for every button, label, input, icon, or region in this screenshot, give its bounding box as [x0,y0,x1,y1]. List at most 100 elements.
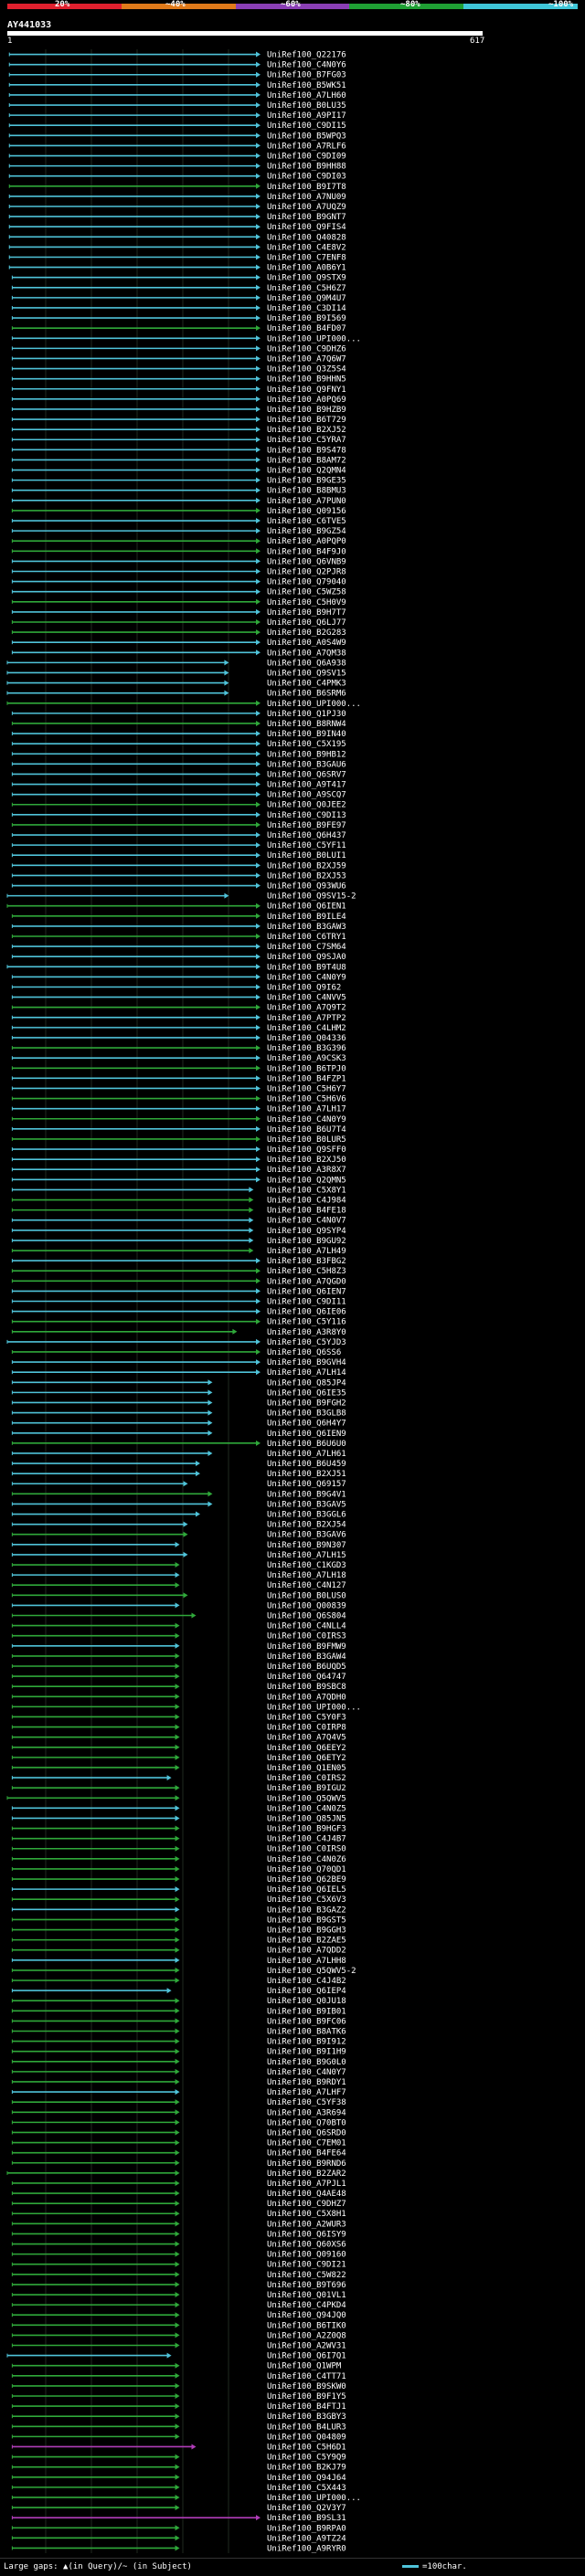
hit-label[interactable]: UniRef100_A9SCQ7 [267,791,346,800]
hit-label[interactable]: UniRef100_A0B6Y1 [267,264,346,273]
hit-label[interactable]: UniRef100_B2ZAR2 [267,2170,346,2179]
hit-label[interactable]: UniRef100_C4LHM2 [267,1024,346,1033]
hit-label[interactable]: UniRef100_B9GE35 [267,477,346,486]
hit-label[interactable]: UniRef100_Q6IEN9 [267,1430,346,1439]
hit-label[interactable]: UniRef100_B9SKW0 [267,2382,346,2391]
hit-label[interactable]: UniRef100_B2ZAE5 [267,1937,346,1946]
hit-label[interactable]: UniRef100_B9GVH4 [267,1358,346,1367]
hit-label[interactable]: UniRef100_Q04336 [267,1034,346,1043]
hit-label[interactable]: UniRef100_B0LUI1 [267,851,346,860]
hit-label[interactable]: UniRef100_C4N0V7 [267,1217,346,1226]
hit-label[interactable]: UniRef100_Q6SRD0 [267,2128,346,2138]
hit-label[interactable]: UniRef100_Q62BE9 [267,1875,346,1884]
hit-label[interactable]: UniRef100_B0LUR5 [267,1135,346,1145]
hit-label[interactable]: UniRef100_A7NU09 [267,193,346,202]
hit-label[interactable]: UniRef100_C5H6D1 [267,2443,346,2452]
hit-label[interactable]: UniRef100_C4PMK3 [267,680,346,689]
hit-label[interactable]: UniRef100_B9SL31 [267,2514,346,2523]
hit-label[interactable]: UniRef100_C4NLL4 [267,1622,346,1631]
hit-label[interactable]: UniRef100_C4N0Y6 [267,61,346,70]
hit-label[interactable]: UniRef100_B6U459 [267,1460,346,1469]
hit-label[interactable]: UniRef100_C5YF38 [267,2098,346,2107]
hit-label[interactable]: UniRef100_A7LH17 [267,1105,346,1114]
hit-label[interactable]: UniRef100_A7Q4V5 [267,1734,346,1743]
hit-label[interactable]: UniRef100_B9N307 [267,1541,346,1550]
hit-label[interactable]: UniRef100_Q5QWV5 [267,1794,346,1803]
hit-label[interactable]: UniRef100_C0IRS0 [267,1845,346,1854]
hit-label[interactable]: UniRef100_B2XJ54 [267,1521,346,1530]
hit-label[interactable]: UniRef100_Q70BT0 [267,2118,346,2127]
hit-label[interactable]: UniRef100_C4N127 [267,1581,346,1590]
hit-label[interactable]: UniRef100_Q60XS6 [267,2241,346,2250]
hit-label[interactable]: UniRef100_B9IGU2 [267,1784,346,1793]
hit-label[interactable]: UniRef100_C5YF11 [267,841,346,850]
hit-label[interactable]: UniRef100_C5W822 [267,2271,346,2280]
hit-label[interactable]: UniRef100_UPI000... [267,700,361,709]
hit-label[interactable]: UniRef100_A7QDH0 [267,1693,346,1702]
hit-label[interactable]: UniRef100_C5X8H1 [267,2210,346,2219]
hit-label[interactable]: UniRef100_Q09156 [267,507,346,516]
hit-label[interactable]: UniRef100_A3R694 [267,2108,346,2117]
hit-label[interactable]: UniRef100_B6U7T4 [267,1125,346,1135]
hit-label[interactable]: UniRef100_B9I1H9 [267,2048,346,2057]
hit-label[interactable]: UniRef100_Q09160 [267,2251,346,2260]
hit-label[interactable]: UniRef100_C4J4B2 [267,1977,346,1986]
hit-label[interactable]: UniRef100_B6TIK0 [267,2321,346,2330]
hit-label[interactable]: UniRef100_A7PTP2 [267,1014,346,1023]
hit-label[interactable]: UniRef100_B9FMW9 [267,1642,346,1652]
hit-label[interactable]: UniRef100_Q85JP4 [267,1378,346,1388]
hit-label[interactable]: UniRef100_Q6ETY2 [267,1754,346,1763]
hit-label[interactable]: UniRef100_C4N0Z5 [267,1804,346,1813]
hit-label[interactable]: UniRef100_B7FG03 [267,71,346,80]
hit-label[interactable]: UniRef100_B9G0L0 [267,2058,346,2067]
hit-label[interactable]: UniRef100_Q00839 [267,1601,346,1610]
hit-label[interactable]: UniRef100_Q9M4U7 [267,294,346,303]
hit-label[interactable]: UniRef100_C9DI03 [267,173,346,182]
hit-label[interactable]: UniRef100_C0IRS2 [267,1774,346,1783]
hit-label[interactable]: UniRef100_B6U6U0 [267,1440,346,1449]
hit-label[interactable]: UniRef100_B4FE64 [267,2149,346,2159]
hit-label[interactable]: UniRef100_C9DI15 [267,121,346,131]
hit-label[interactable]: UniRef100_Q9SYP4 [267,1227,346,1236]
hit-label[interactable]: UniRef100_B9H7T7 [267,608,346,618]
hit-label[interactable]: UniRef100_Q6VNB9 [267,557,346,566]
hit-label[interactable]: UniRef100_A7LHH8 [267,1957,346,1966]
hit-label[interactable]: UniRef100_Q2PJR8 [267,568,346,577]
hit-label[interactable]: UniRef100_Q9FNY1 [267,385,346,395]
hit-label[interactable]: UniRef100_B2XJ52 [267,426,346,435]
hit-label[interactable]: UniRef100_A0PQP0 [267,537,346,546]
hit-label[interactable]: UniRef100_UPI000... [267,2494,361,2503]
hit-label[interactable]: UniRef100_B9RDY1 [267,2078,346,2087]
hit-label[interactable]: UniRef100_Q40828 [267,233,346,242]
hit-label[interactable]: UniRef100_C4N0Y7 [267,2068,346,2077]
hit-label[interactable]: UniRef100_A2WV31 [267,2342,346,2351]
hit-label[interactable]: UniRef100_B2KJ79 [267,2464,346,2473]
hit-label[interactable]: UniRef100_B9HH88 [267,163,346,172]
hit-label[interactable]: UniRef100_Q6IEP4 [267,1987,346,1996]
hit-label[interactable]: UniRef100_C7SM64 [267,943,346,952]
hit-label[interactable]: UniRef100_C4J4B7 [267,1835,346,1844]
hit-label[interactable]: UniRef100_B3GLB8 [267,1409,346,1419]
hit-label[interactable]: UniRef100_B4FD07 [267,324,346,333]
hit-label[interactable]: UniRef100_C4J984 [267,1197,346,1206]
hit-label[interactable]: UniRef100_B9FGH2 [267,1399,346,1408]
hit-label[interactable]: UniRef100_C5H8Z3 [267,1267,346,1276]
hit-label[interactable]: UniRef100_B9IN40 [267,730,346,739]
hit-label[interactable]: UniRef100_B3FBG2 [267,1257,346,1266]
hit-label[interactable]: UniRef100_A9PI17 [267,111,346,121]
hit-label[interactable]: UniRef100_C4NVV5 [267,994,346,1003]
hit-label[interactable]: UniRef100_A7LH60 [267,91,346,100]
hit-label[interactable]: UniRef100_A7Q9T2 [267,1004,346,1013]
hit-label[interactable]: UniRef100_A7RLF6 [267,142,346,151]
hit-label[interactable]: UniRef100_Q64747 [267,1673,346,1682]
hit-label[interactable]: UniRef100_Q6A938 [267,659,346,668]
hit-label[interactable]: UniRef100_A9RYR0 [267,2544,346,2553]
hit-label[interactable]: UniRef100_Q94J64 [267,2474,346,2483]
hit-label[interactable]: UniRef100_A7QDD2 [267,1947,346,1956]
hit-label[interactable]: UniRef100_C1KGD3 [267,1561,346,1570]
hit-label[interactable]: UniRef100_B0LUS0 [267,1591,346,1600]
hit-label[interactable]: UniRef100_UPI000... [267,334,361,343]
hit-label[interactable]: UniRef100_A7UQZ9 [267,203,346,212]
hit-label[interactable]: UniRef100_C5WZ58 [267,588,346,597]
hit-label[interactable]: UniRef100_A0S4W9 [267,639,346,648]
